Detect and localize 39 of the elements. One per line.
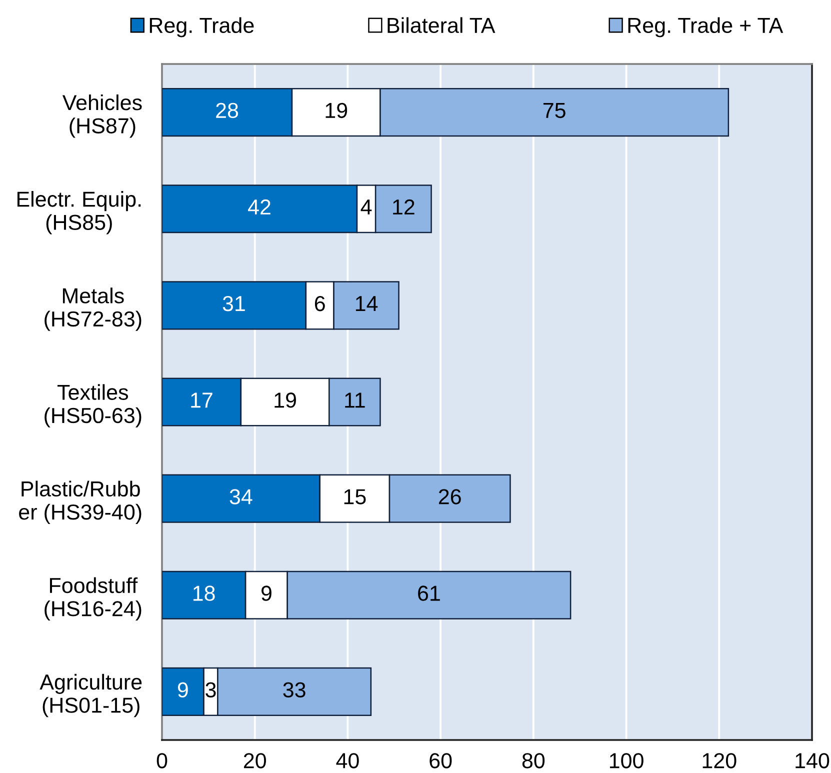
data-label: 19 <box>326 102 348 118</box>
data-label: 33 <box>283 682 306 698</box>
x-tick-label: 40 <box>336 753 359 768</box>
y-tick-label: Metals (HS72-83) <box>44 288 142 331</box>
x-tick-label: 0 <box>156 753 168 768</box>
x-tick-label: 20 <box>244 753 266 768</box>
x-tick-label: 80 <box>522 753 545 768</box>
data-label: 18 <box>193 586 215 601</box>
y-tick-label: Foodstuff (HS16-24) <box>44 577 142 621</box>
data-label: 31 <box>222 296 245 312</box>
data-label: 34 <box>230 489 252 504</box>
legend-label: Bilateral TA <box>388 17 496 34</box>
data-label: 9 <box>261 586 272 601</box>
data-label: 9 <box>178 682 188 698</box>
data-label: 11 <box>345 392 365 408</box>
legend-label: Reg. Trade + TA <box>628 17 784 38</box>
y-tick-label: Vehicles (HS87) <box>62 94 142 138</box>
y-tick-label: Electr. Equip. (HS85) <box>17 191 141 234</box>
data-label: 26 <box>438 489 461 504</box>
y-tick-label: Textiles (HS50-63) <box>44 384 142 428</box>
data-label: 3 <box>206 682 216 698</box>
data-label: 14 <box>356 296 378 311</box>
data-label: 61 <box>418 586 440 601</box>
data-label: 12 <box>393 199 414 214</box>
data-label: 19 <box>274 392 296 408</box>
data-label: 6 <box>314 296 325 312</box>
data-label: 17 <box>191 392 212 408</box>
x-tick-label: 100 <box>610 753 644 768</box>
data-label: 75 <box>543 103 566 118</box>
data-label: 4 <box>360 200 372 214</box>
y-tick-label: Plastic/Rubb er (HS39-40) <box>19 480 142 524</box>
legend-label: Reg. Trade <box>150 17 254 38</box>
data-label: 42 <box>248 199 270 214</box>
x-tick-label: 60 <box>430 753 452 768</box>
data-label: 15 <box>344 489 366 504</box>
y-tick-label: Agriculture (HS01-15) <box>40 674 142 718</box>
x-tick-label: 120 <box>702 753 736 768</box>
data-label: 28 <box>216 102 238 118</box>
x-tick-label: 140 <box>796 753 830 768</box>
